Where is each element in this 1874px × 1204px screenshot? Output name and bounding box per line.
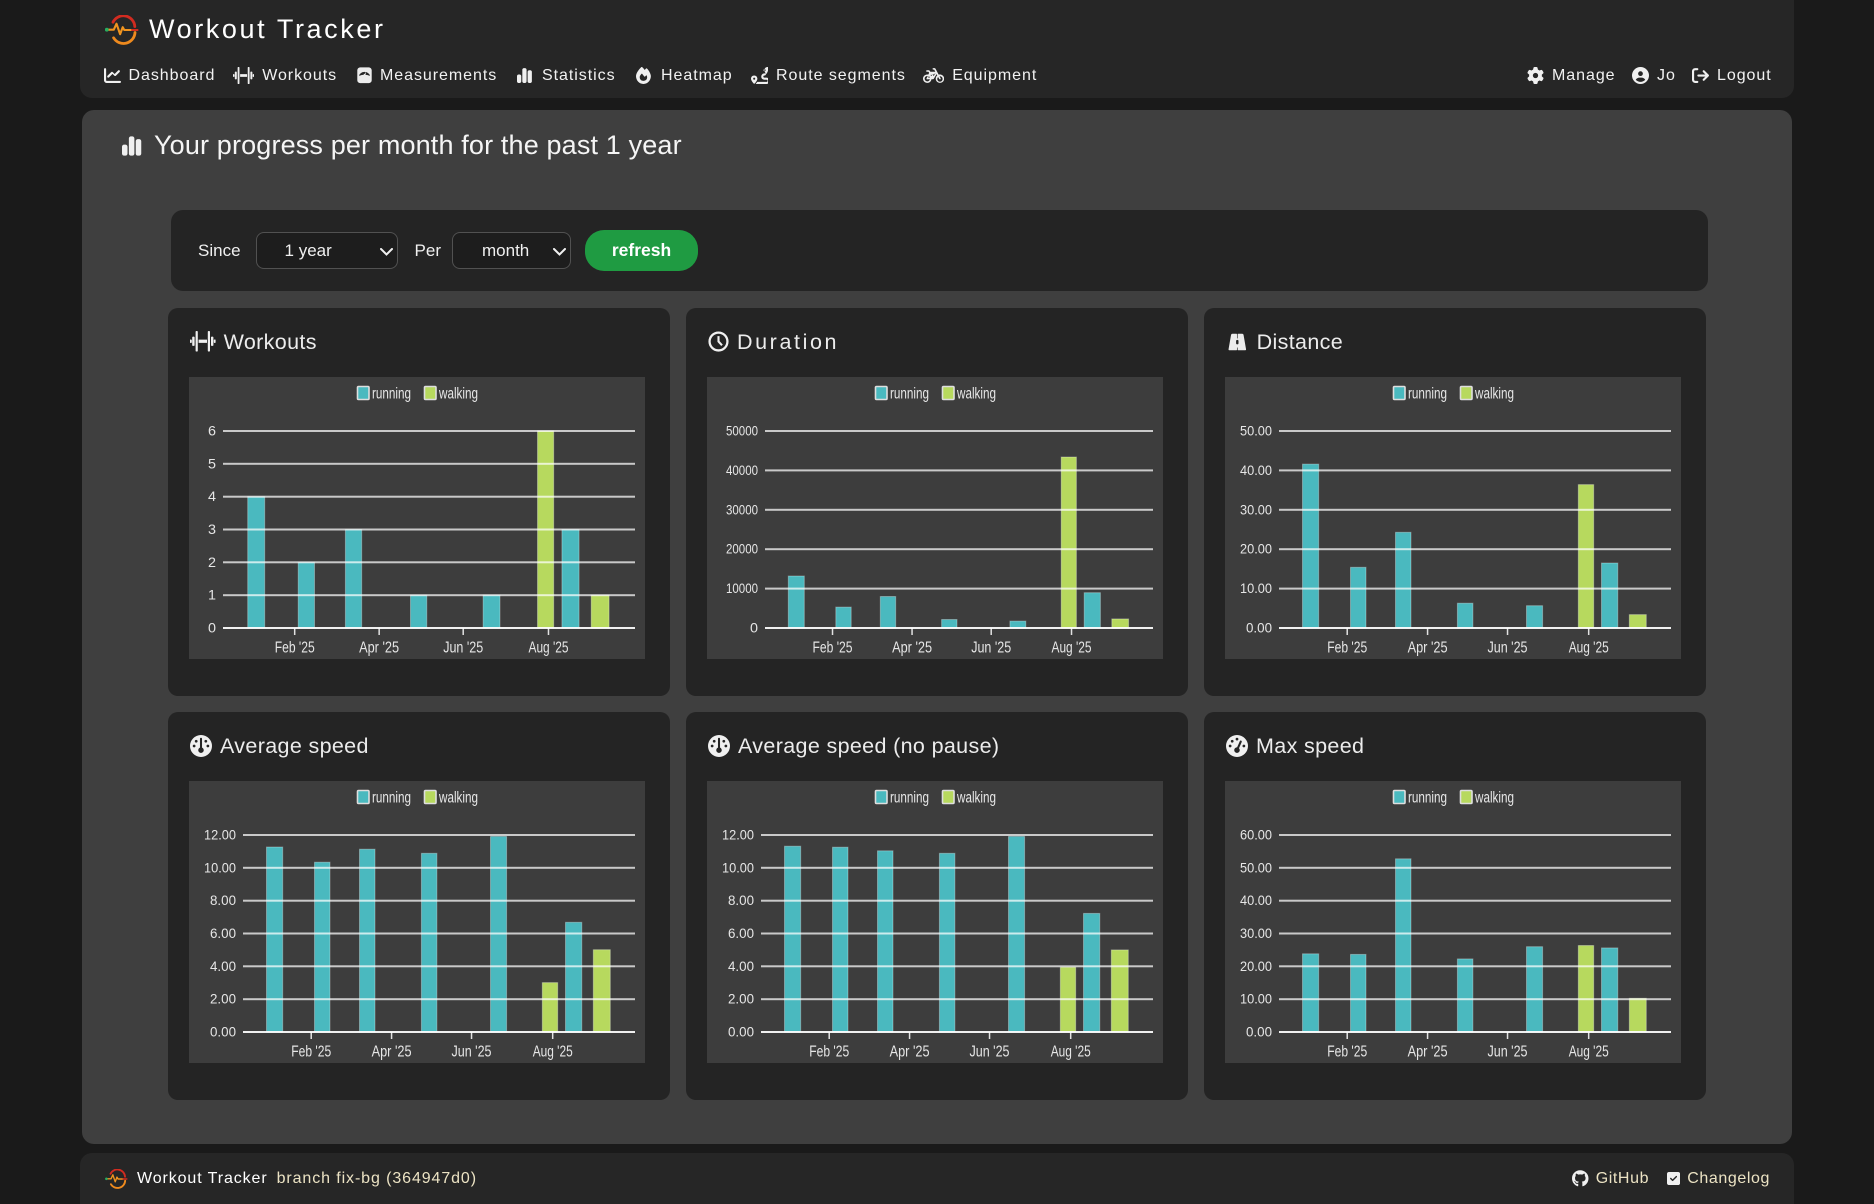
svg-text:50000: 50000: [726, 424, 758, 439]
svg-text:30.00: 30.00: [1240, 502, 1272, 517]
svg-text:0.00: 0.00: [728, 1025, 754, 1040]
svg-text:Feb '25: Feb '25: [1327, 640, 1367, 657]
svg-text:Apr '25: Apr '25: [1408, 640, 1448, 657]
svg-text:10.00: 10.00: [1240, 581, 1272, 596]
svg-text:2.00: 2.00: [210, 992, 236, 1007]
svg-text:walking: walking: [438, 386, 478, 403]
svg-text:20.00: 20.00: [1240, 542, 1272, 557]
svg-text:1: 1: [208, 588, 216, 603]
svg-text:Feb '25: Feb '25: [809, 1044, 849, 1061]
svg-text:40.00: 40.00: [1240, 893, 1272, 908]
svg-text:running: running: [890, 790, 929, 807]
svg-text:6: 6: [208, 424, 216, 439]
svg-text:4.00: 4.00: [728, 959, 754, 974]
svg-text:12.00: 12.00: [204, 828, 236, 843]
svg-text:10.00: 10.00: [1240, 992, 1272, 1007]
svg-text:50.00: 50.00: [1240, 424, 1272, 439]
svg-text:2.00: 2.00: [728, 992, 754, 1007]
svg-text:walking: walking: [1474, 386, 1514, 403]
svg-text:20.00: 20.00: [1240, 959, 1272, 974]
svg-text:2: 2: [208, 555, 216, 570]
svg-text:20000: 20000: [726, 542, 758, 557]
svg-text:running: running: [1408, 790, 1447, 807]
svg-text:Aug '25: Aug '25: [1052, 640, 1092, 657]
svg-text:Aug '25: Aug '25: [1051, 1044, 1091, 1061]
svg-text:0.00: 0.00: [210, 1025, 236, 1040]
svg-text:6.00: 6.00: [728, 926, 754, 941]
svg-text:Aug '25: Aug '25: [529, 640, 569, 657]
svg-text:8.00: 8.00: [210, 893, 236, 908]
svg-text:10000: 10000: [726, 581, 758, 596]
svg-text:Aug '25: Aug '25: [1569, 640, 1609, 657]
svg-text:Jun '25: Jun '25: [443, 640, 483, 657]
svg-text:12.00: 12.00: [722, 828, 754, 843]
svg-text:running: running: [1408, 386, 1447, 403]
svg-text:50.00: 50.00: [1240, 860, 1272, 875]
svg-text:Jun '25: Jun '25: [970, 1044, 1010, 1061]
svg-text:8.00: 8.00: [728, 893, 754, 908]
svg-text:5: 5: [208, 456, 216, 471]
svg-text:Jun '25: Jun '25: [1488, 1044, 1528, 1061]
svg-text:Aug '25: Aug '25: [533, 1044, 573, 1061]
svg-text:walking: walking: [956, 790, 996, 807]
svg-text:Aug '25: Aug '25: [1569, 1044, 1609, 1061]
svg-text:Feb '25: Feb '25: [291, 1044, 331, 1061]
svg-text:running: running: [372, 386, 411, 403]
svg-text:0.00: 0.00: [1246, 621, 1272, 636]
svg-text:Jun '25: Jun '25: [452, 1044, 492, 1061]
svg-text:Apr '25: Apr '25: [372, 1044, 412, 1061]
svg-text:40000: 40000: [726, 463, 758, 478]
svg-text:6.00: 6.00: [210, 926, 236, 941]
svg-text:0: 0: [750, 621, 758, 636]
svg-text:4: 4: [208, 489, 217, 504]
svg-text:60.00: 60.00: [1240, 828, 1272, 843]
svg-text:10.00: 10.00: [204, 860, 236, 875]
svg-text:Feb '25: Feb '25: [1327, 1044, 1367, 1061]
svg-text:running: running: [890, 386, 929, 403]
svg-text:10.00: 10.00: [722, 860, 754, 875]
svg-text:30000: 30000: [726, 502, 758, 517]
svg-text:Apr '25: Apr '25: [892, 640, 932, 657]
svg-text:Apr '25: Apr '25: [1408, 1044, 1448, 1061]
svg-text:30.00: 30.00: [1240, 926, 1272, 941]
svg-text:40.00: 40.00: [1240, 463, 1272, 478]
svg-text:4.00: 4.00: [210, 959, 236, 974]
svg-text:walking: walking: [956, 386, 996, 403]
svg-text:Apr '25: Apr '25: [359, 640, 399, 657]
svg-text:Feb '25: Feb '25: [813, 640, 853, 657]
svg-text:Feb '25: Feb '25: [275, 640, 315, 657]
svg-text:walking: walking: [1474, 790, 1514, 807]
svg-text:Jun '25: Jun '25: [1488, 640, 1528, 657]
svg-text:0.00: 0.00: [1246, 1025, 1272, 1040]
svg-text:Apr '25: Apr '25: [890, 1044, 930, 1061]
svg-text:0: 0: [208, 621, 216, 636]
svg-text:3: 3: [208, 522, 216, 537]
svg-text:Jun '25: Jun '25: [971, 640, 1011, 657]
svg-text:walking: walking: [438, 790, 478, 807]
svg-text:running: running: [372, 790, 411, 807]
